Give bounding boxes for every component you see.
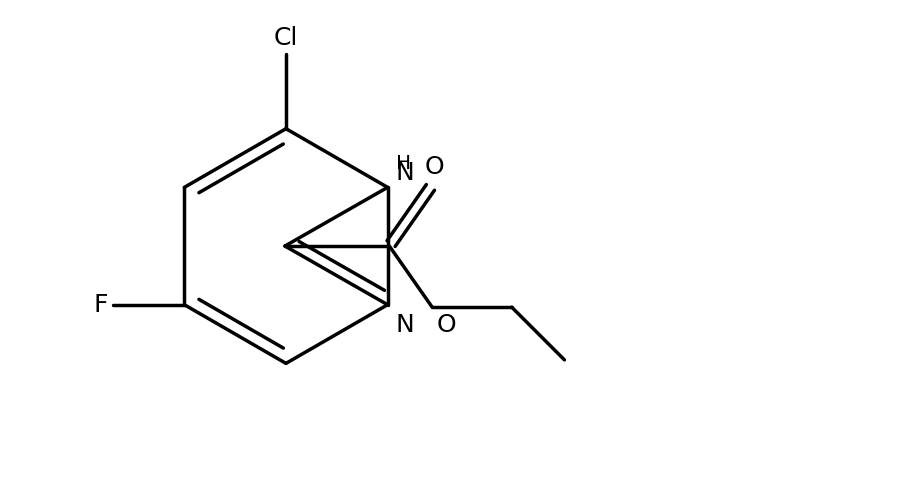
Text: O: O [437, 313, 456, 337]
Text: N: N [395, 161, 414, 185]
Text: Cl: Cl [274, 26, 298, 50]
Text: N: N [395, 312, 414, 337]
Text: O: O [424, 155, 444, 179]
Text: H: H [395, 154, 410, 173]
Text: F: F [93, 293, 108, 317]
